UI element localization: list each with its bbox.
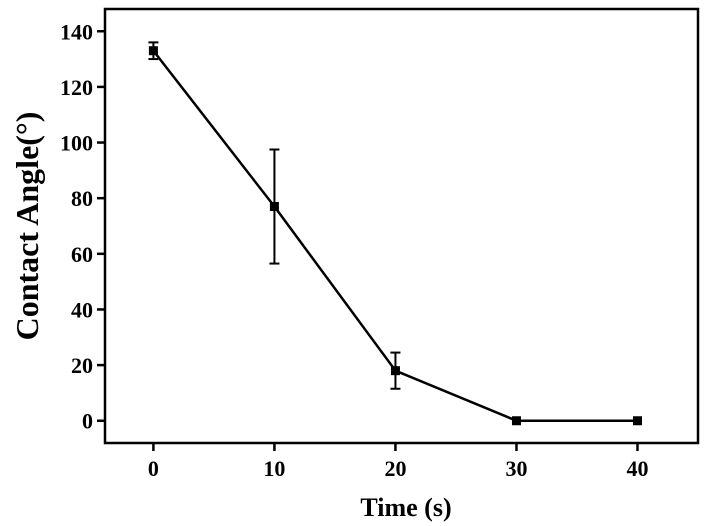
x-tick-label: 30 [505, 456, 527, 481]
y-axis-ticks: 0 20 40 60 80 100 120 140 [60, 19, 105, 434]
x-axis-ticks: 0 10 20 30 40 [148, 443, 648, 481]
y-tick-label: 100 [60, 131, 93, 156]
data-point-marker [148, 46, 158, 56]
x-axis-title: Time (s) [360, 493, 451, 522]
x-tick-label: 0 [148, 456, 159, 481]
plot-frame [103, 7, 700, 445]
data-point-marker [269, 202, 279, 212]
y-tick-label: 80 [71, 186, 93, 211]
y-tick-label: 140 [60, 19, 93, 44]
x-tick-label: 40 [626, 456, 648, 481]
y-tick-label: 40 [71, 297, 93, 322]
y-tick-label: 20 [71, 353, 93, 378]
x-tick-label: 10 [263, 456, 285, 481]
data-point-marker [632, 416, 642, 426]
data-point-marker [390, 366, 400, 376]
series-group [148, 41, 642, 426]
y-tick-label: 0 [82, 409, 93, 434]
y-axis-title: Contact Angle(°) [9, 112, 45, 341]
y-tick-label: 120 [60, 75, 93, 100]
x-tick-label: 20 [384, 456, 406, 481]
y-tick-label: 60 [71, 242, 93, 267]
data-point-marker [511, 416, 521, 426]
